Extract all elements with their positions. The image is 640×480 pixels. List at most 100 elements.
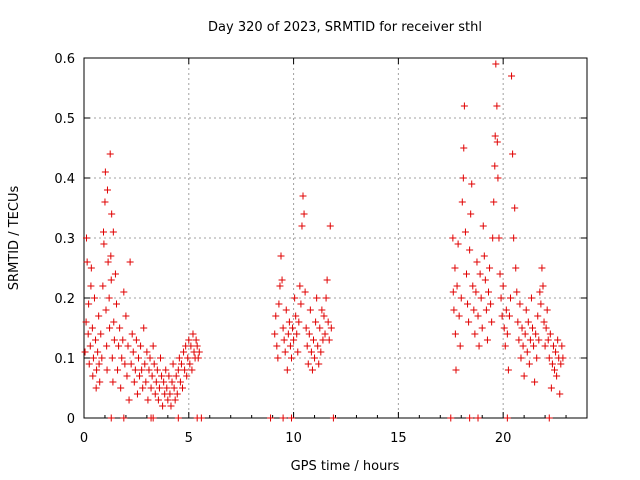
data-point xyxy=(309,336,317,344)
data-point xyxy=(319,336,327,344)
data-point xyxy=(143,348,151,356)
data-point xyxy=(186,360,194,368)
data-point xyxy=(99,228,107,236)
data-point xyxy=(558,342,566,350)
data-point xyxy=(171,396,179,404)
data-point xyxy=(90,294,98,302)
data-point xyxy=(92,384,100,392)
data-point xyxy=(180,348,188,356)
data-point xyxy=(481,276,489,284)
data-point xyxy=(289,324,297,332)
data-point xyxy=(468,180,476,188)
data-point xyxy=(97,330,105,338)
data-point xyxy=(279,414,287,422)
data-point xyxy=(508,72,516,80)
data-point xyxy=(458,198,466,206)
data-point xyxy=(120,288,128,296)
data-point xyxy=(543,306,551,314)
data-point xyxy=(516,300,524,308)
data-point xyxy=(118,354,126,362)
x-axis-label: GPS time / hours xyxy=(291,459,400,474)
data-point xyxy=(552,348,560,356)
data-point xyxy=(447,414,455,422)
data-point xyxy=(326,222,334,230)
data-point xyxy=(165,372,173,380)
data-point xyxy=(112,300,120,308)
data-point xyxy=(523,348,531,356)
data-point xyxy=(162,366,170,374)
data-point xyxy=(103,366,111,374)
data-point xyxy=(465,318,473,326)
data-point xyxy=(145,366,153,374)
data-point xyxy=(114,366,122,374)
data-point xyxy=(479,222,487,230)
data-point xyxy=(299,192,307,200)
data-point xyxy=(476,270,484,278)
data-point xyxy=(477,294,485,302)
data-point xyxy=(303,342,311,350)
data-point xyxy=(292,312,300,320)
data-point xyxy=(522,306,530,314)
data-point xyxy=(81,348,89,356)
data-point xyxy=(197,414,205,422)
data-point xyxy=(137,342,145,350)
data-point xyxy=(83,234,91,242)
data-point xyxy=(298,222,306,230)
data-point xyxy=(511,204,519,212)
data-point xyxy=(164,396,172,404)
x-tick-label: 0 xyxy=(80,431,88,446)
data-point xyxy=(320,312,328,320)
data-point xyxy=(101,168,109,176)
data-point xyxy=(100,240,108,248)
data-point xyxy=(311,354,319,362)
data-point xyxy=(88,324,96,332)
data-point xyxy=(505,312,513,320)
data-point xyxy=(507,294,515,302)
data-point xyxy=(556,390,564,398)
data-point xyxy=(307,348,315,356)
data-point xyxy=(173,390,181,398)
data-point xyxy=(132,336,140,344)
data-point xyxy=(501,342,509,350)
data-point xyxy=(147,384,155,392)
data-point xyxy=(510,234,518,242)
data-point xyxy=(482,306,490,314)
data-point xyxy=(498,312,506,320)
data-point xyxy=(478,324,486,332)
y-axis-label: SRMTID / TECUs xyxy=(7,186,22,291)
grid-lines xyxy=(84,58,587,418)
data-point xyxy=(535,336,543,344)
data-point xyxy=(83,258,91,266)
data-point xyxy=(174,414,182,422)
data-point xyxy=(120,414,128,422)
data-point xyxy=(500,324,508,332)
data-point xyxy=(177,360,185,368)
data-point xyxy=(280,336,288,344)
data-point xyxy=(518,324,526,332)
data-point xyxy=(487,300,495,308)
data-point xyxy=(130,378,138,386)
data-point xyxy=(502,306,510,314)
data-point xyxy=(106,324,114,332)
data-point xyxy=(545,354,553,362)
data-point xyxy=(532,330,540,338)
data-point xyxy=(95,360,103,368)
data-point xyxy=(151,390,159,398)
data-point xyxy=(521,330,529,338)
data-point xyxy=(179,384,187,392)
data-point xyxy=(126,258,134,266)
data-point xyxy=(533,354,541,362)
data-point xyxy=(153,366,161,374)
data-point xyxy=(484,288,492,296)
data-point xyxy=(119,336,127,344)
data-point xyxy=(140,324,148,332)
data-point xyxy=(169,360,177,368)
data-point xyxy=(503,330,511,338)
data-point xyxy=(324,318,332,326)
data-point xyxy=(470,306,478,314)
data-point xyxy=(464,300,472,308)
data-point xyxy=(111,270,119,278)
data-point xyxy=(121,360,129,368)
data-point xyxy=(82,318,90,326)
data-point xyxy=(551,366,559,374)
